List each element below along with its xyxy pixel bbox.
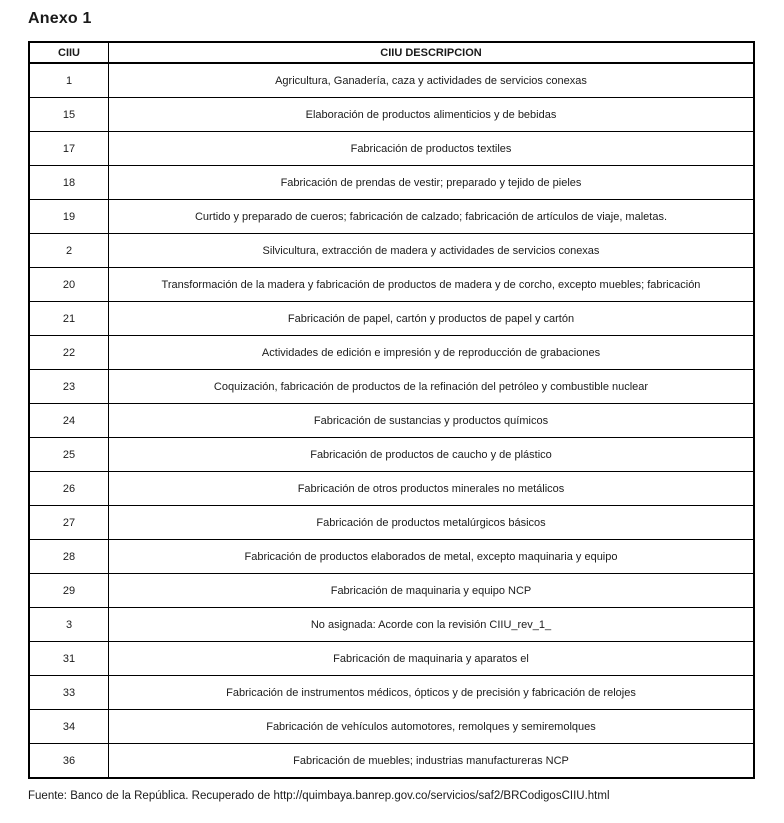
table-row: 20 Transformación de la madera y fabricac… xyxy=(28,267,755,302)
table-row: 28 Fabricación de productos elaborados de… xyxy=(28,539,755,574)
ciiu-code-cell: 3 xyxy=(28,607,109,642)
ciiu-description-cell: Fabricación de vehículos automotores, re… xyxy=(108,709,755,744)
ciiu-description-cell: No asignada: Acorde con la revisión CIIU… xyxy=(108,607,755,642)
ciiu-description-cell: Fabricación de productos metalúrgicos bá… xyxy=(108,505,755,540)
table-row: 18 Fabricación de prendas de vestir; prep… xyxy=(28,165,755,200)
ciiu-code-cell: 18 xyxy=(28,165,109,200)
ciiu-code-cell: 29 xyxy=(28,573,109,608)
ciiu-description-cell: Elaboración de productos alimenticios y … xyxy=(108,97,755,132)
table-row: 27 Fabricación de productos metalúrgicos … xyxy=(28,505,755,540)
ciiu-description-cell: Fabricación de productos elaborados de m… xyxy=(108,539,755,574)
page-title: Anexo 1 xyxy=(28,10,92,27)
ciiu-table: CIIU CIIU DESCRIPCION 1 Agricultura, Gana… xyxy=(28,41,755,779)
ciiu-code-cell: 24 xyxy=(28,403,109,438)
table-row: 33 Fabricación de instrumentos médicos, ó… xyxy=(28,675,755,710)
table-row: 29 Fabricación de maquinaria y equipo NCP xyxy=(28,573,755,608)
ciiu-description-cell: Transformación de la madera y fabricació… xyxy=(108,267,755,302)
ciiu-code-cell: 23 xyxy=(28,369,109,404)
table-row: 25 Fabricación de productos de caucho y d… xyxy=(28,437,755,472)
table-row: 21 Fabricación de papel, cartón y product… xyxy=(28,301,755,336)
table-row: 31 Fabricación de maquinaria y aparatos e… xyxy=(28,641,755,676)
ciiu-description-cell: Fabricación de prendas de vestir; prepar… xyxy=(108,165,755,200)
ciiu-code-cell: 33 xyxy=(28,675,109,710)
table-row: 2 Silvicultura, extracción de madera y ac… xyxy=(28,233,755,268)
ciiu-code-cell: 15 xyxy=(28,97,109,132)
source-note: Fuente: Banco de la República. Recuperad… xyxy=(28,790,610,802)
ciiu-code-cell: 26 xyxy=(28,471,109,506)
table-row: 34 Fabricación de vehículos automotores, … xyxy=(28,709,755,744)
ciiu-description-cell: Silvicultura, extracción de madera y act… xyxy=(108,233,755,268)
ciiu-description-cell: Curtido y preparado de cueros; fabricaci… xyxy=(108,199,755,234)
ciiu-code-cell: 2 xyxy=(28,233,109,268)
table-row: 24 Fabricación de sustancias y productos … xyxy=(28,403,755,438)
ciiu-code-cell: 22 xyxy=(28,335,109,370)
table-header: CIIU CIIU DESCRIPCION xyxy=(28,41,755,64)
ciiu-description-cell: Fabricación de maquinaria y aparatos el xyxy=(108,641,755,676)
ciiu-code-cell: 21 xyxy=(28,301,109,336)
column-header-descripcion: CIIU DESCRIPCION xyxy=(108,41,755,64)
ciiu-code-cell: 34 xyxy=(28,709,109,744)
ciiu-description-cell: Fabricación de productos textiles xyxy=(108,131,755,166)
table-row: 15 Elaboración de productos alimenticios … xyxy=(28,97,755,132)
ciiu-description-cell: Fabricación de instrumentos médicos, ópt… xyxy=(108,675,755,710)
table-row: 3 No asignada: Acorde con la revisión CII… xyxy=(28,607,755,642)
table-row: 22 Actividades de edición e impresión y d… xyxy=(28,335,755,370)
table-row: 1 Agricultura, Ganadería, caza y activida… xyxy=(28,62,755,98)
ciiu-description-cell: Actividades de edición e impresión y de … xyxy=(108,335,755,370)
ciiu-code-cell: 17 xyxy=(28,131,109,166)
table-row: 26 Fabricación de otros productos mineral… xyxy=(28,471,755,506)
ciiu-description-cell: Fabricación de papel, cartón y productos… xyxy=(108,301,755,336)
ciiu-description-cell: Coquización, fabricación de productos de… xyxy=(108,369,755,404)
ciiu-code-cell: 27 xyxy=(28,505,109,540)
ciiu-description-cell: Agricultura, Ganadería, caza y actividad… xyxy=(108,62,755,98)
ciiu-description-cell: Fabricación de maquinaria y equipo NCP xyxy=(108,573,755,608)
ciiu-description-cell: Fabricación de productos de caucho y de … xyxy=(108,437,755,472)
ciiu-code-cell: 20 xyxy=(28,267,109,302)
ciiu-code-cell: 1 xyxy=(28,62,109,98)
ciiu-code-cell: 28 xyxy=(28,539,109,574)
ciiu-description-cell: Fabricación de otros productos minerales… xyxy=(108,471,755,506)
ciiu-code-cell: 36 xyxy=(28,743,109,779)
table-header-row: CIIU CIIU DESCRIPCION xyxy=(28,41,755,64)
table-row: 23 Coquización, fabricación de productos … xyxy=(28,369,755,404)
ciiu-description-cell: Fabricación de sustancias y productos qu… xyxy=(108,403,755,438)
ciiu-code-cell: 25 xyxy=(28,437,109,472)
column-header-ciiu: CIIU xyxy=(28,41,109,64)
ciiu-code-cell: 31 xyxy=(28,641,109,676)
table-row: 19 Curtido y preparado de cueros; fabrica… xyxy=(28,199,755,234)
ciiu-description-cell: Fabricación de muebles; industrias manuf… xyxy=(108,743,755,779)
table-row: 17 Fabricación de productos textiles xyxy=(28,131,755,166)
ciiu-code-cell: 19 xyxy=(28,199,109,234)
table-body: 1 Agricultura, Ganadería, caza y activida… xyxy=(28,62,755,779)
table-row: 36 Fabricación de muebles; industrias man… xyxy=(28,743,755,779)
